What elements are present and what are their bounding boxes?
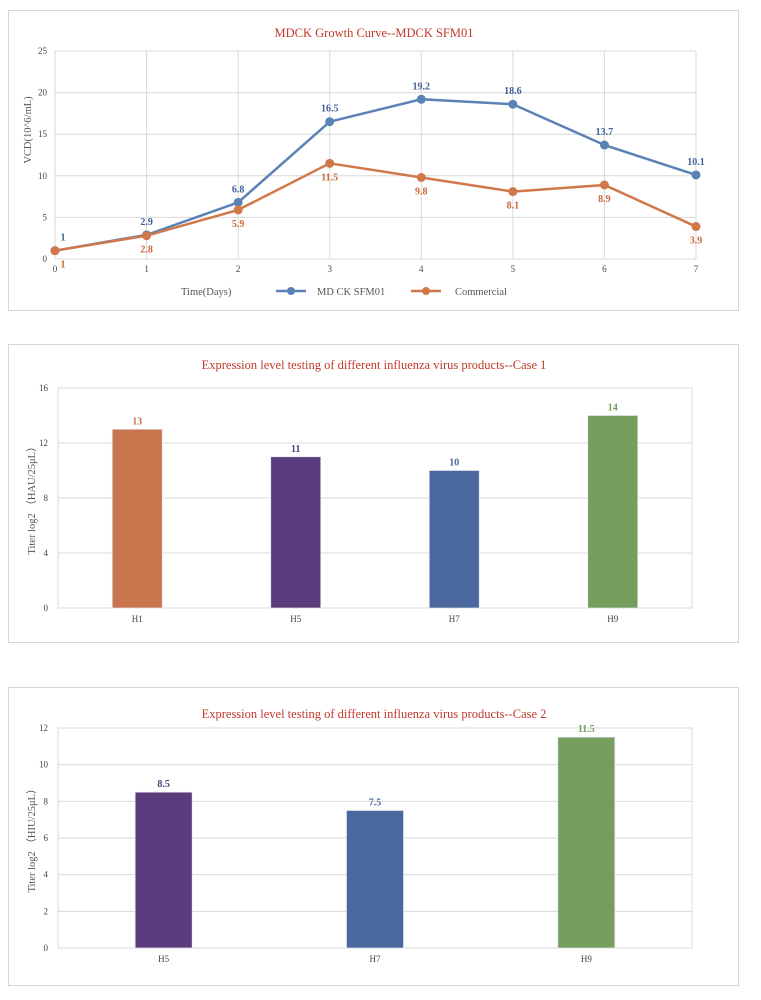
data-label: 11.5 — [578, 724, 595, 735]
data-label: 5.9 — [232, 219, 245, 230]
data-label: 2.9 — [140, 217, 153, 228]
bar-h9 — [587, 415, 639, 609]
case2-bar-chart: Expression level testing of different in… — [26, 707, 693, 964]
case1-panel: Expression level testing of different in… — [8, 344, 739, 643]
x-tick-label: H5 — [158, 954, 169, 964]
x-tick-label: 1 — [144, 264, 149, 274]
x-tick-label: H9 — [581, 954, 592, 964]
data-point — [416, 94, 426, 104]
data-label: 3.9 — [690, 236, 703, 247]
chart-title: Expression level testing of different in… — [202, 707, 547, 721]
y-tick-label: 20 — [38, 88, 48, 98]
data-point — [325, 117, 335, 127]
data-label: 8.1 — [507, 201, 520, 212]
y-tick-label: 12 — [39, 438, 48, 448]
data-label: 2.8 — [140, 245, 153, 256]
x-tick-label: 7 — [694, 264, 699, 274]
legend-label-sfm01: MD CK SFM01 — [317, 287, 385, 298]
data-point — [599, 140, 609, 150]
y-tick-label: 8 — [44, 796, 49, 806]
x-tick-label: H1 — [132, 614, 143, 624]
growth-curve-panel: MDCK Growth Curve--MDCK SFM01 0 5 10 15 20 25… — [8, 10, 739, 311]
x-tick-label: H9 — [607, 614, 618, 624]
bar-h1 — [111, 428, 163, 609]
data-label: 8.9 — [598, 194, 611, 205]
y-tick-label: 4 — [44, 870, 49, 880]
bar-h9 — [557, 736, 616, 949]
case1-bar-chart: Expression level testing of different in… — [26, 358, 693, 624]
y-tick-label: 0 — [43, 254, 48, 264]
legend-marker-sfm01 — [287, 287, 295, 295]
y-tick-label: 15 — [38, 129, 48, 139]
y-tick-label: 0 — [44, 943, 49, 953]
data-label: 10.1 — [687, 157, 705, 168]
chart-title: Expression level testing of different in… — [202, 358, 547, 372]
data-label: 13.7 — [596, 127, 614, 138]
y-tick-label: 4 — [44, 548, 49, 558]
legend-marker-commercial — [422, 287, 430, 295]
x-tick-label: 4 — [419, 264, 424, 274]
data-label: 18.6 — [504, 86, 522, 97]
data-label: 11 — [291, 444, 300, 455]
x-tick-label: 6 — [602, 264, 607, 274]
case2-panel: Expression level testing of different in… — [8, 687, 739, 986]
data-label: 19.2 — [413, 81, 431, 92]
data-point — [325, 158, 335, 168]
y-tick-label: 25 — [38, 46, 48, 56]
y-axis-label: Titer log2 （HAU/25μL） — [26, 441, 38, 554]
y-tick-label: 0 — [44, 603, 49, 613]
data-point — [233, 197, 243, 207]
data-label: 13 — [132, 416, 142, 427]
growth-curve-chart: MDCK Growth Curve--MDCK SFM01 0510152025… — [23, 26, 705, 298]
data-point — [691, 170, 701, 180]
data-label: 1 — [61, 260, 66, 271]
data-point — [691, 222, 701, 232]
data-label: 16.5 — [321, 104, 339, 115]
data-point — [142, 231, 152, 241]
data-point — [508, 99, 518, 109]
x-tick-label: 3 — [327, 264, 332, 274]
data-label: 8.5 — [157, 779, 170, 790]
x-tick-label: H5 — [290, 614, 301, 624]
x-axis-label: Time(Days) — [181, 287, 232, 298]
data-point — [508, 187, 518, 197]
y-axis-label: VCD(10^6/mL) — [23, 96, 34, 164]
bar-h7 — [346, 810, 404, 949]
data-label: 10 — [449, 458, 459, 469]
data-label: 7.5 — [369, 798, 382, 809]
y-axis-label: Titer log2 （HIU/25μL） — [26, 783, 38, 892]
data-label: 11.5 — [321, 172, 338, 183]
data-point — [50, 246, 60, 256]
x-tick-label: H7 — [370, 954, 381, 964]
data-label: 14 — [608, 403, 618, 414]
series-line-commercial — [54, 162, 697, 252]
y-tick-label: 10 — [38, 171, 48, 181]
y-tick-label: 12 — [39, 723, 48, 733]
y-tick-label: 8 — [44, 493, 49, 503]
bar-h5 — [270, 456, 322, 609]
x-tick-label: H7 — [449, 614, 460, 624]
x-tick-label: 0 — [53, 264, 58, 274]
legend: Time(Days) MD CK SFM01 Commercial — [181, 287, 507, 298]
series-line-sfm01 — [54, 98, 697, 252]
x-tick-label: 5 — [511, 264, 516, 274]
data-point — [233, 205, 243, 215]
y-tick-label: 5 — [43, 212, 48, 222]
y-tick-label: 6 — [44, 833, 49, 843]
data-point — [599, 180, 609, 190]
data-label: 1 — [61, 233, 66, 244]
bar-h7 — [428, 470, 480, 609]
data-point — [416, 172, 426, 182]
y-tick-label: 10 — [39, 760, 49, 770]
chart-title: MDCK Growth Curve--MDCK SFM01 — [275, 26, 474, 40]
legend-label-commercial: Commercial — [455, 287, 507, 298]
data-label: 9.8 — [415, 186, 428, 197]
y-tick-label: 2 — [44, 906, 49, 916]
x-tick-label: 2 — [236, 264, 241, 274]
bar-h5 — [134, 791, 193, 949]
y-tick-label: 16 — [39, 383, 49, 393]
data-label: 6.8 — [232, 184, 245, 195]
